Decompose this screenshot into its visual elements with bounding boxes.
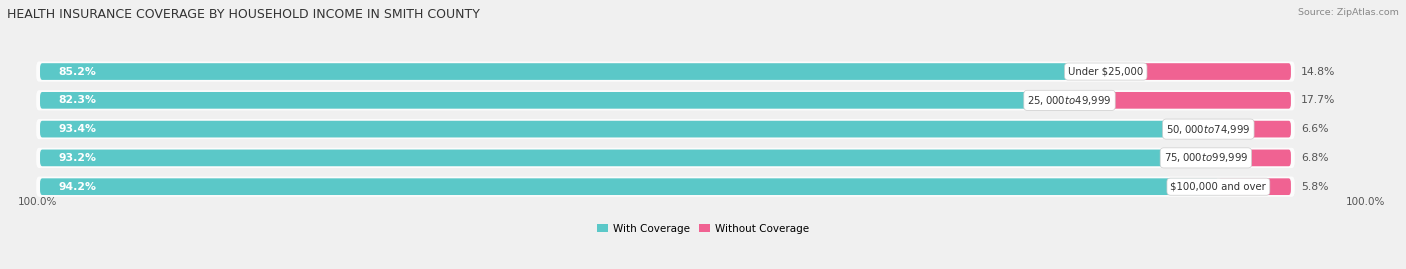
Text: 94.2%: 94.2% (59, 182, 97, 192)
FancyBboxPatch shape (39, 92, 1070, 109)
FancyBboxPatch shape (1070, 92, 1291, 109)
FancyBboxPatch shape (1105, 63, 1291, 80)
Text: 93.4%: 93.4% (59, 124, 97, 134)
Text: $25,000 to $49,999: $25,000 to $49,999 (1028, 94, 1112, 107)
Text: 6.6%: 6.6% (1301, 124, 1329, 134)
FancyBboxPatch shape (39, 121, 1208, 137)
FancyBboxPatch shape (39, 150, 1206, 166)
FancyBboxPatch shape (39, 63, 1105, 80)
Text: 100.0%: 100.0% (1346, 197, 1385, 207)
FancyBboxPatch shape (37, 90, 1295, 110)
Text: 93.2%: 93.2% (59, 153, 97, 163)
FancyBboxPatch shape (39, 178, 1219, 195)
Text: Source: ZipAtlas.com: Source: ZipAtlas.com (1298, 8, 1399, 17)
Text: HEALTH INSURANCE COVERAGE BY HOUSEHOLD INCOME IN SMITH COUNTY: HEALTH INSURANCE COVERAGE BY HOUSEHOLD I… (7, 8, 479, 21)
Text: $75,000 to $99,999: $75,000 to $99,999 (1164, 151, 1249, 164)
Text: $50,000 to $74,999: $50,000 to $74,999 (1166, 123, 1250, 136)
Legend: With Coverage, Without Coverage: With Coverage, Without Coverage (592, 220, 814, 238)
Text: 100.0%: 100.0% (17, 197, 56, 207)
Text: 82.3%: 82.3% (59, 95, 97, 105)
Text: 14.8%: 14.8% (1301, 66, 1336, 77)
FancyBboxPatch shape (37, 148, 1295, 168)
FancyBboxPatch shape (1206, 150, 1291, 166)
FancyBboxPatch shape (37, 177, 1295, 197)
FancyBboxPatch shape (1219, 178, 1291, 195)
FancyBboxPatch shape (37, 62, 1295, 82)
FancyBboxPatch shape (1208, 121, 1291, 137)
Text: $100,000 and over: $100,000 and over (1171, 182, 1267, 192)
Text: 17.7%: 17.7% (1301, 95, 1336, 105)
Text: 6.8%: 6.8% (1301, 153, 1329, 163)
Text: 85.2%: 85.2% (59, 66, 97, 77)
FancyBboxPatch shape (37, 119, 1295, 139)
Text: 5.8%: 5.8% (1301, 182, 1329, 192)
Text: Under $25,000: Under $25,000 (1069, 66, 1143, 77)
